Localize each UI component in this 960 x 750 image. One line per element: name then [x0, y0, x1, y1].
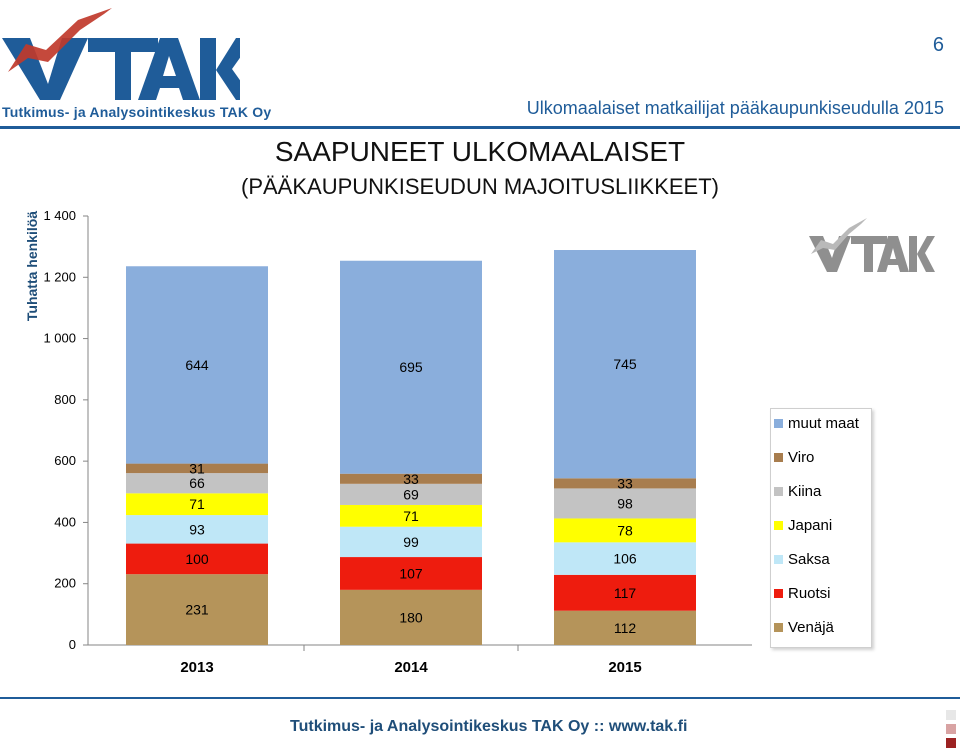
y-tick-label: 200 [54, 576, 76, 591]
data-label: 69 [403, 486, 419, 502]
bar-segment [126, 493, 268, 516]
data-label: 695 [399, 359, 423, 375]
header-divider [0, 126, 960, 129]
y-tick-label: 1 000 [43, 331, 76, 346]
data-label: 98 [617, 495, 633, 511]
legend-label: Saksa [788, 551, 830, 568]
corner-decoration [946, 738, 956, 748]
footer-divider [0, 697, 960, 699]
bar-segment [340, 589, 482, 645]
data-label: 66 [189, 475, 205, 491]
y-tick-label: 1 400 [43, 208, 76, 223]
bar-segment [554, 478, 696, 489]
stacked-bar-chart: 0 200 400 600 800 1 000 1 200 1 400 231 100 93 71 66… [43, 208, 752, 676]
bar-segment [340, 526, 482, 558]
legend-label: muut maat [788, 415, 859, 432]
data-label: 107 [399, 565, 423, 581]
data-label: 33 [403, 471, 419, 487]
header-title: Ulkomaalaiset matkailijat pääkaupunkiseu… [526, 98, 944, 118]
bar-segment [126, 515, 268, 544]
legend-label: Kiina [788, 483, 822, 500]
data-label: 99 [403, 534, 419, 550]
data-label: 33 [617, 475, 633, 491]
bar-segment [554, 518, 696, 543]
x-tick-label: 2013 [180, 659, 213, 676]
data-label: 71 [189, 496, 205, 512]
y-tick-label: 0 [69, 637, 76, 652]
legend-swatch [774, 419, 783, 428]
bar-segment [340, 557, 482, 590]
y-tick-label: 800 [54, 392, 76, 407]
bar-segment [126, 473, 268, 494]
bar-segment [340, 483, 482, 505]
chart-subtitle: (PÄÄKAUPUNKISEUDUN MAJOITUSLIIKKEET) [241, 174, 719, 199]
tak-logo[interactable] [0, 0, 240, 125]
legend-label: Ruotsi [788, 585, 831, 602]
x-tick-label: 2015 [608, 659, 641, 676]
bar-segment [554, 610, 696, 645]
bar-segment [126, 463, 268, 474]
data-label: 106 [613, 551, 637, 567]
chart-title: SAAPUNEET ULKOMAALAISET [274, 136, 686, 167]
logo-mark [2, 8, 240, 100]
data-label: 231 [185, 602, 209, 618]
bar-segment [554, 574, 696, 611]
legend-label: Viro [788, 449, 815, 466]
data-label: 112 [614, 620, 637, 636]
data-label: 71 [403, 508, 419, 524]
bar-segment [554, 542, 696, 575]
bar-segment [340, 473, 482, 484]
legend-swatch [774, 623, 783, 632]
data-label: 644 [185, 357, 209, 373]
data-label: 180 [399, 609, 423, 625]
data-label: 31 [189, 460, 205, 476]
legend-swatch [774, 555, 783, 564]
page-number: 6 [932, 34, 944, 56]
y-tick-label: 400 [54, 514, 76, 529]
corner-decoration [946, 710, 956, 720]
legend-swatch [774, 487, 783, 496]
bar-segment [554, 488, 696, 519]
data-label: 745 [613, 356, 637, 372]
bar-segment [340, 260, 482, 474]
legend-swatch [774, 453, 783, 462]
data-label: 93 [189, 521, 205, 537]
corner-decoration [946, 724, 956, 734]
logo-subtitle: Tutkimus- ja Analysointikeskus TAK Oy [2, 104, 272, 120]
legend-swatch [774, 589, 783, 598]
bar-segment [340, 504, 482, 527]
data-label: 117 [614, 585, 637, 601]
footer-link[interactable]: Tutkimus- ja Analysointikeskus TAK Oy ::… [290, 718, 688, 735]
bar-segment [554, 250, 696, 479]
legend-label: Japani [788, 517, 833, 534]
bar-segment [126, 266, 268, 464]
x-tick-label: 2014 [394, 659, 428, 676]
legend-label: Venäjä [788, 619, 834, 636]
y-tick-label: 1 200 [43, 269, 76, 284]
data-label: 100 [185, 551, 209, 567]
chart-legend: muut maat Viro Kiina Japani Saksa Ruotsi… [770, 408, 872, 648]
bar-segment [126, 574, 268, 645]
bar-segment [126, 543, 268, 575]
data-label: 78 [617, 522, 633, 538]
legend-swatch [774, 521, 783, 530]
y-tick-label: 600 [54, 453, 76, 468]
tak-logo-small [809, 218, 935, 272]
